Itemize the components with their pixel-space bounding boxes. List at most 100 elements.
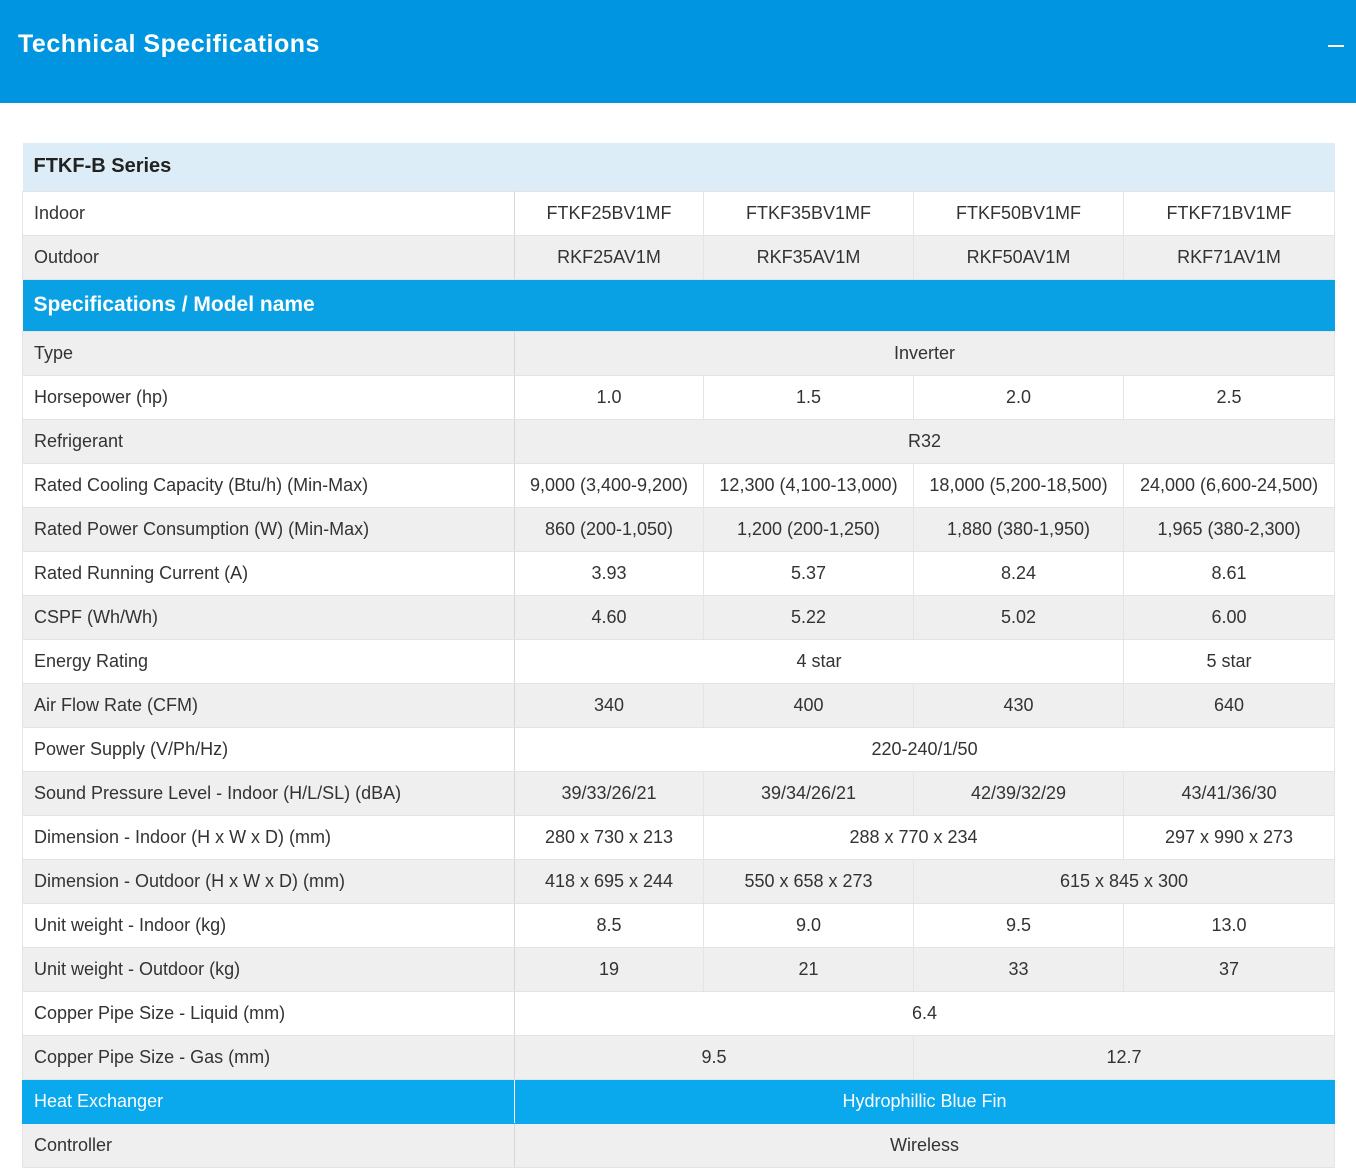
spec-row: Unit weight - Indoor (kg) 8.5 9.0 9.5 13.0 xyxy=(22,902,1336,948)
spec-value: 37 xyxy=(1122,946,1336,992)
spec-value: 39/34/26/21 xyxy=(703,770,914,816)
spec-value: 8.61 xyxy=(1122,550,1336,596)
model-cell: RKF71AV1M xyxy=(1122,234,1336,280)
spec-value: 12,300 (4,100-13,000) xyxy=(703,462,914,508)
spec-value: 5.22 xyxy=(703,594,914,640)
spec-value: 33 xyxy=(913,946,1124,992)
spec-row: Refrigerant R32 xyxy=(22,418,1336,464)
spec-value: Inverter xyxy=(513,330,1336,376)
spec-table-container: FTKF-B Series Indoor FTKF25BV1MF FTKF35BV1… xyxy=(22,143,1336,1168)
spec-table: FTKF-B Series Indoor FTKF25BV1MF FTKF35BV1… xyxy=(22,143,1336,1168)
series-title: FTKF-B Series xyxy=(22,143,1335,191)
spec-value: Hydrophillic Blue Fin xyxy=(513,1078,1336,1124)
accordion-header[interactable]: Technical Specifications xyxy=(0,0,1356,103)
model-cell: FTKF35BV1MF xyxy=(703,190,914,236)
row-label: Unit weight - Indoor (kg) xyxy=(22,902,515,948)
spec-value: 1,880 (380-1,950) xyxy=(913,506,1124,552)
spec-value: 400 xyxy=(703,682,914,728)
spec-value: R32 xyxy=(513,418,1336,464)
spec-value: 12.7 xyxy=(912,1034,1336,1080)
row-label: Energy Rating xyxy=(22,638,515,684)
row-label: Copper Pipe Size - Liquid (mm) xyxy=(22,990,515,1036)
section-header-row: Specifications / Model name xyxy=(22,279,1335,331)
spec-row: Rated Cooling Capacity (Btu/h) (Min-Max)… xyxy=(22,462,1336,508)
spec-value: 288 x 770 x 234 xyxy=(703,814,1124,860)
spec-value: 9.5 xyxy=(514,1034,914,1080)
row-label: Controller xyxy=(22,1122,515,1168)
spec-value: 39/33/26/21 xyxy=(514,770,704,816)
spec-value: 860 (200-1,050) xyxy=(514,506,704,552)
spec-value: 9,000 (3,400-9,200) xyxy=(514,462,704,508)
spec-row: Energy Rating 4 star 5 star xyxy=(22,638,1336,684)
row-label: Unit weight - Outdoor (kg) xyxy=(22,946,515,992)
spec-value: 9.0 xyxy=(703,902,914,948)
spec-row: Horsepower (hp) 1.0 1.5 2.0 2.5 xyxy=(22,374,1336,420)
spec-value: 6.4 xyxy=(513,990,1336,1036)
spec-value: 340 xyxy=(514,682,704,728)
spec-row: Heat Exchanger Hydrophillic Blue Fin xyxy=(22,1078,1336,1124)
spec-value: 5 star xyxy=(1122,638,1336,684)
spec-value: 24,000 (6,600-24,500) xyxy=(1122,462,1336,508)
model-row: Indoor FTKF25BV1MF FTKF35BV1MF FTKF50BV1MF F… xyxy=(22,190,1336,236)
spec-value: 8.24 xyxy=(913,550,1124,596)
spec-value: 6.00 xyxy=(1122,594,1336,640)
spec-value: 4.60 xyxy=(514,594,704,640)
spec-value: 18,000 (5,200-18,500) xyxy=(913,462,1124,508)
spec-value: 13.0 xyxy=(1122,902,1336,948)
spec-value: 1,200 (200-1,250) xyxy=(703,506,914,552)
row-label: Dimension - Outdoor (H x W x D) (mm) xyxy=(22,858,515,904)
row-label: Air Flow Rate (CFM) xyxy=(22,682,515,728)
spec-value: 5.02 xyxy=(913,594,1124,640)
spec-value: 19 xyxy=(514,946,704,992)
spec-row: Rated Running Current (A) 3.93 5.37 8.24 8.6… xyxy=(22,550,1336,596)
model-cell: FTKF25BV1MF xyxy=(514,190,704,236)
spec-row: Power Supply (V/Ph/Hz) 220-240/1/50 xyxy=(22,726,1336,772)
spec-value: 3.93 xyxy=(514,550,704,596)
spec-value: 8.5 xyxy=(514,902,704,948)
row-label: CSPF (Wh/Wh) xyxy=(22,594,515,640)
spec-row: Copper Pipe Size - Gas (mm) 9.5 12.7 xyxy=(22,1034,1336,1080)
spec-row: Copper Pipe Size - Liquid (mm) 6.4 xyxy=(22,990,1336,1036)
spec-value: 615 x 845 x 300 xyxy=(912,858,1336,904)
spec-value: 418 x 695 x 244 xyxy=(514,858,704,904)
row-label: Heat Exchanger xyxy=(22,1078,515,1124)
spec-row: Unit weight - Outdoor (kg) 19 21 33 37 xyxy=(22,946,1336,992)
minus-icon[interactable] xyxy=(1328,28,1346,58)
row-label: Refrigerant xyxy=(22,418,515,464)
spec-value: 2.0 xyxy=(913,374,1124,420)
row-label: Rated Cooling Capacity (Btu/h) (Min-Max) xyxy=(22,462,515,508)
model-cell: RKF25AV1M xyxy=(514,234,704,280)
spec-value: 297 x 990 x 273 xyxy=(1122,814,1336,860)
spec-row: Dimension - Outdoor (H x W x D) (mm) 418 … xyxy=(22,858,1336,904)
row-label: Outdoor xyxy=(22,234,515,280)
spec-value: 4 star xyxy=(514,638,1124,684)
row-label: Type xyxy=(22,330,515,376)
model-row: Outdoor RKF25AV1M RKF35AV1M RKF50AV1M RKF71A… xyxy=(22,234,1336,280)
spec-value: 280 x 730 x 213 xyxy=(514,814,704,860)
spec-value: 550 x 658 x 273 xyxy=(703,858,914,904)
spec-row: Rated Power Consumption (W) (Min-Max) 860… xyxy=(22,506,1336,552)
row-label: Sound Pressure Level - Indoor (H/L/SL) (… xyxy=(22,770,515,816)
spec-value: 1.0 xyxy=(514,374,704,420)
spec-value: 220-240/1/50 xyxy=(513,726,1336,772)
spec-row: Sound Pressure Level - Indoor (H/L/SL) (… xyxy=(22,770,1336,816)
spec-row: CSPF (Wh/Wh) 4.60 5.22 5.02 6.00 xyxy=(22,594,1336,640)
series-row: FTKF-B Series xyxy=(22,143,1335,191)
spec-value: 5.37 xyxy=(703,550,914,596)
spec-value: 1.5 xyxy=(703,374,914,420)
model-cell: RKF50AV1M xyxy=(913,234,1124,280)
spec-row: Type Inverter xyxy=(22,330,1336,376)
spec-value: 21 xyxy=(703,946,914,992)
row-label: Power Supply (V/Ph/Hz) xyxy=(22,726,515,772)
spec-value: 1,965 (380-2,300) xyxy=(1122,506,1336,552)
row-label: Rated Running Current (A) xyxy=(22,550,515,596)
model-cell: FTKF50BV1MF xyxy=(913,190,1124,236)
spec-value: Wireless xyxy=(513,1122,1336,1168)
spec-value: 9.5 xyxy=(913,902,1124,948)
spec-value: 42/39/32/29 xyxy=(913,770,1124,816)
section-title: Specifications / Model name xyxy=(22,279,1335,331)
row-label: Indoor xyxy=(22,190,515,236)
row-label: Rated Power Consumption (W) (Min-Max) xyxy=(22,506,515,552)
page-title: Technical Specifications xyxy=(18,30,320,58)
spec-value: 640 xyxy=(1122,682,1336,728)
